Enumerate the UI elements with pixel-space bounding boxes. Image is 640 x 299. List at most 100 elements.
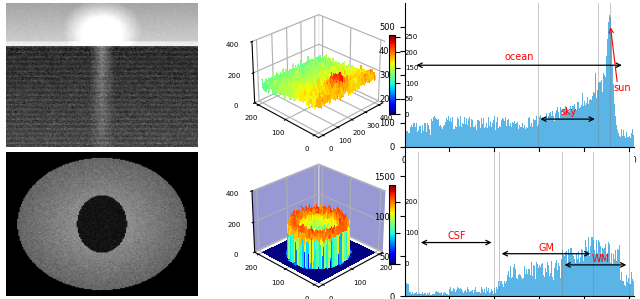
Bar (458, 288, 459, 296)
Bar (527, 274, 528, 296)
Bar (622, 136, 623, 147)
Bar (422, 292, 423, 296)
Bar (417, 294, 418, 296)
Bar (526, 127, 527, 147)
Bar (488, 292, 490, 296)
Bar (605, 77, 606, 147)
Bar (438, 119, 439, 147)
Bar (585, 105, 586, 147)
Bar (556, 260, 557, 296)
Bar (450, 287, 451, 296)
Bar (509, 277, 510, 296)
Bar (451, 122, 452, 147)
Bar (535, 279, 536, 296)
Bar (449, 120, 450, 147)
Bar (574, 259, 575, 296)
Bar (537, 264, 538, 296)
Bar (470, 127, 472, 147)
Bar (564, 110, 565, 147)
Bar (615, 115, 616, 147)
Bar (628, 136, 630, 147)
Bar (627, 137, 628, 147)
Bar (548, 276, 550, 296)
Bar (428, 125, 429, 147)
Bar (503, 119, 504, 147)
Bar (581, 249, 582, 296)
Bar (496, 287, 497, 296)
Bar (622, 280, 623, 296)
Bar (598, 83, 599, 147)
Bar (534, 120, 535, 147)
Bar (494, 117, 495, 147)
Bar (547, 262, 548, 296)
Bar (410, 292, 412, 296)
Bar (595, 254, 596, 296)
Bar (608, 22, 609, 147)
Bar (425, 293, 426, 296)
Bar (557, 112, 559, 147)
Bar (561, 259, 562, 296)
Bar (628, 284, 630, 296)
Bar (466, 292, 467, 296)
Bar (586, 103, 588, 147)
Text: CSF: CSF (447, 231, 466, 241)
Bar (544, 121, 545, 147)
Bar (593, 92, 594, 147)
Bar (617, 130, 618, 147)
Bar (621, 129, 622, 147)
Bar (447, 120, 448, 147)
Bar (497, 118, 499, 147)
Bar (404, 127, 405, 147)
Bar (445, 122, 446, 147)
Bar (528, 269, 529, 296)
Bar (506, 280, 508, 296)
Bar (496, 123, 497, 147)
Bar (590, 246, 591, 296)
Bar (490, 120, 492, 147)
Bar (443, 126, 444, 147)
Bar (577, 259, 579, 296)
Bar (550, 116, 552, 147)
Bar (541, 116, 543, 147)
Bar (596, 240, 597, 296)
Bar (525, 129, 526, 147)
Bar (441, 292, 442, 296)
Bar (530, 274, 531, 296)
Bar (488, 129, 490, 147)
Bar (421, 132, 422, 147)
Bar (524, 125, 525, 147)
Bar (532, 119, 534, 147)
Bar (423, 131, 424, 147)
Bar (553, 115, 554, 147)
Bar (522, 279, 523, 296)
Bar (413, 294, 414, 296)
Bar (460, 116, 461, 147)
Bar (546, 113, 547, 147)
Bar (511, 278, 512, 296)
Bar (606, 258, 607, 296)
Bar (418, 130, 419, 147)
Bar (405, 127, 406, 147)
Bar (500, 127, 501, 147)
Bar (487, 291, 488, 296)
Bar (571, 111, 572, 147)
Bar (620, 137, 621, 147)
Bar (529, 269, 530, 296)
Bar (508, 271, 509, 296)
Bar (514, 263, 515, 296)
Bar (604, 75, 605, 147)
Bar (494, 288, 495, 296)
Bar (515, 272, 516, 296)
Bar (427, 132, 428, 147)
Bar (546, 271, 547, 296)
Bar (621, 272, 622, 296)
Bar (618, 250, 619, 296)
Bar (538, 269, 539, 296)
Bar (516, 277, 517, 296)
Bar (485, 127, 486, 147)
Bar (573, 106, 574, 147)
Bar (456, 290, 457, 296)
Bar (556, 110, 557, 147)
Bar (561, 110, 562, 147)
Bar (433, 118, 434, 147)
